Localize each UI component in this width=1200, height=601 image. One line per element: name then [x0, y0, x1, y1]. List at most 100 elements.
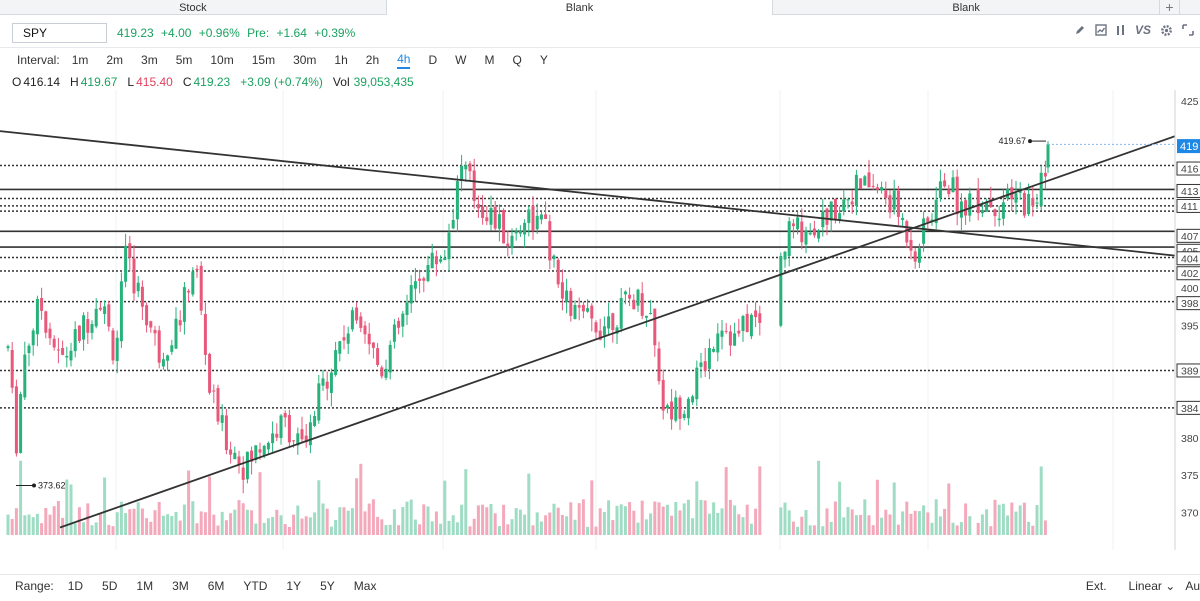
candle-down	[569, 290, 573, 316]
volume-bar	[1006, 515, 1010, 535]
volume-bar	[14, 508, 18, 535]
candle-up	[31, 330, 35, 346]
range-option[interactable]: 1D	[67, 578, 84, 593]
candle-up	[90, 324, 94, 333]
candle-down	[590, 305, 594, 319]
candle-down	[48, 328, 52, 339]
last-price-tag	[1177, 139, 1200, 154]
candle-up	[804, 230, 808, 245]
interval-label: Interval:	[17, 53, 60, 67]
compare-vs-button[interactable]: VS	[1134, 23, 1151, 37]
candle-up	[644, 315, 648, 318]
interval-option[interactable]: D	[428, 53, 438, 67]
level-tag	[1176, 363, 1200, 378]
volume-bar	[590, 480, 594, 535]
volume-bar	[182, 504, 186, 535]
candle-up	[350, 310, 354, 330]
interval-option[interactable]: W	[455, 53, 467, 67]
volume-bar	[812, 525, 816, 535]
y-tick-label: 398	[1181, 298, 1199, 310]
range-option[interactable]: 6M	[207, 578, 225, 593]
chart-icon[interactable]	[1095, 24, 1107, 36]
close-tab-icon[interactable]	[1180, 0, 1200, 15]
interval-option[interactable]: M	[484, 53, 495, 67]
candle-down	[304, 435, 308, 443]
candle-up	[321, 378, 325, 386]
range-option[interactable]: 5Y	[320, 578, 335, 593]
interval-option[interactable]: 3m	[141, 53, 158, 67]
interval-option[interactable]: 10m	[210, 53, 234, 67]
price-chart[interactable]: 419.67373.624254194164134114074054044024…	[0, 90, 1200, 550]
gear-icon[interactable]	[1160, 24, 1173, 37]
tab-blank[interactable]: Blank	[773, 0, 1161, 15]
volume-bar	[850, 509, 854, 535]
candle-up	[262, 445, 266, 457]
interval-option[interactable]: Y	[539, 53, 548, 67]
candle-up	[69, 350, 73, 361]
volume-bar	[1010, 502, 1014, 535]
range-option[interactable]: 1M	[136, 578, 154, 593]
volume-bar	[980, 514, 984, 535]
scale-select[interactable]: Linear ⌄	[1129, 579, 1176, 593]
symbol-input[interactable]: SPY	[12, 22, 107, 43]
volume-bar	[191, 501, 195, 535]
volume-bar	[107, 524, 111, 535]
volume-bar	[930, 522, 934, 535]
volume-bar	[346, 510, 350, 535]
auto-scale-toggle[interactable]: Au	[1185, 578, 1200, 593]
tab-blank-active[interactable]: Blank	[386, 0, 774, 15]
candle-down	[241, 467, 245, 480]
level-tag	[1176, 183, 1200, 198]
extended-hours-toggle[interactable]: Ext.	[1085, 578, 1107, 593]
candle-down	[283, 412, 287, 418]
volume-bar	[968, 516, 972, 535]
interval-option[interactable]: 1m	[71, 53, 89, 67]
volume-bar	[208, 476, 212, 535]
candle-up	[607, 316, 611, 329]
candle-up	[863, 176, 867, 186]
range-option[interactable]: 3M	[172, 578, 189, 593]
volume-bar	[535, 512, 539, 535]
candle-up	[695, 367, 699, 400]
volume-bar	[334, 519, 338, 535]
quote-change: +4.00	[161, 25, 192, 40]
interval-option[interactable]: 5m	[175, 53, 193, 67]
add-tab-icon[interactable]: +	[1160, 0, 1181, 15]
interval-option-active[interactable]: 4h	[397, 52, 411, 69]
volume-bar	[271, 516, 275, 535]
candle-up	[892, 190, 896, 210]
candle-up	[388, 344, 392, 373]
candle-down	[724, 330, 728, 332]
candle-down	[502, 209, 506, 244]
volume-bar	[371, 499, 375, 535]
range-option[interactable]: 5D	[102, 578, 118, 593]
interval-option[interactable]: 2h	[365, 53, 380, 67]
range-option[interactable]: Max	[353, 578, 377, 593]
interval-option[interactable]: 2m	[106, 53, 124, 67]
candle-down	[56, 349, 60, 351]
level-tag	[1176, 266, 1200, 281]
range-option[interactable]: 1Y	[286, 578, 302, 593]
interval-option[interactable]: Q	[512, 53, 522, 67]
volume-bar	[964, 503, 968, 535]
candle-down	[598, 330, 602, 340]
candle-down	[703, 361, 707, 371]
tab-stock[interactable]: Stock	[0, 0, 387, 15]
interval-option[interactable]: 1h	[334, 53, 348, 67]
candle-up	[854, 174, 858, 206]
interval-option[interactable]: 30m	[293, 53, 317, 67]
volume-bar	[493, 513, 497, 535]
volume-bar	[985, 509, 989, 535]
volume-bar	[888, 514, 892, 535]
bars-icon[interactable]	[1116, 24, 1126, 36]
interval-option[interactable]: 15m	[251, 53, 276, 67]
candle-up	[934, 199, 938, 224]
pencil-icon[interactable]	[1074, 24, 1086, 36]
volume-bar	[6, 514, 10, 535]
y-tick-label: 407	[1181, 231, 1199, 243]
expand-icon[interactable]	[1182, 24, 1194, 36]
volume-bar	[476, 505, 480, 535]
candle-up	[615, 327, 619, 334]
volume-bar	[804, 510, 808, 535]
range-option[interactable]: YTD	[243, 578, 268, 593]
